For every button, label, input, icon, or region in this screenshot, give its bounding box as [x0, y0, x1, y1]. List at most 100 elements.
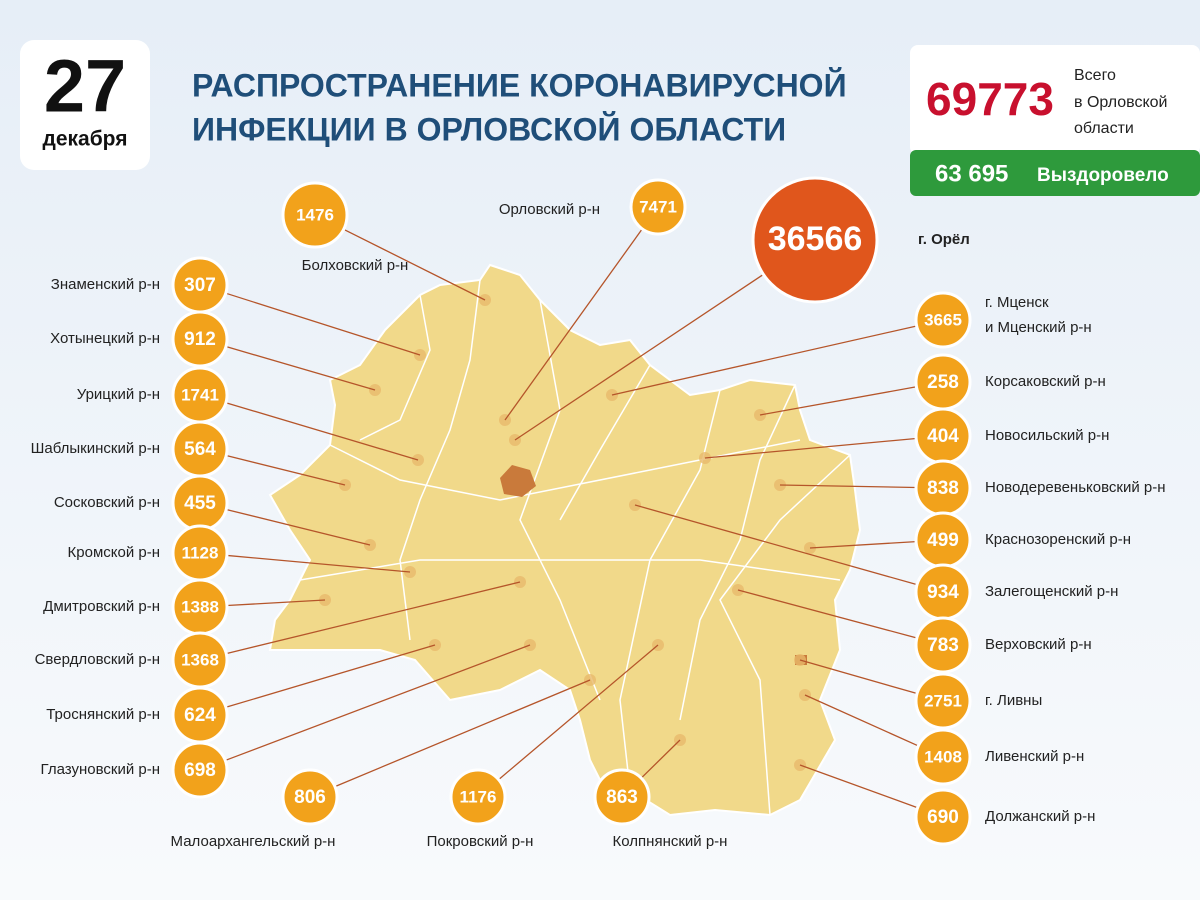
region-value: 2751	[924, 691, 962, 710]
region-value: 1368	[181, 650, 219, 669]
region-label: Залегощенский р-н	[985, 583, 1118, 600]
region-badge	[449, 768, 507, 826]
leader-line	[225, 644, 436, 708]
total-cases: 69773	[926, 73, 1054, 125]
district-borders	[299, 279, 851, 816]
region-label: Знаменский р-н	[51, 276, 160, 293]
leader-line	[226, 581, 521, 655]
leader-line	[226, 599, 326, 607]
leader-line	[226, 508, 371, 546]
region-label: г. Ливны	[985, 692, 1042, 709]
region-value: 1476	[296, 205, 334, 224]
region-label: Орловский р-н	[499, 201, 600, 218]
region-label: Должанский р-н	[985, 808, 1095, 825]
region-value: 36566	[768, 220, 863, 258]
leader-line	[704, 437, 917, 459]
region-badge	[171, 310, 229, 368]
region-label: Новодеревеньковский р-н	[985, 479, 1166, 496]
region-badge	[171, 741, 229, 799]
region-badge	[281, 768, 339, 826]
region-badge	[751, 176, 879, 304]
region-badge	[914, 728, 972, 786]
leader-line	[640, 739, 681, 779]
date-day: 27	[44, 45, 126, 128]
region-value: 934	[927, 582, 959, 603]
region-label: Урицкий р-н	[77, 386, 160, 403]
region-value: 307	[184, 275, 216, 296]
total-label: Всего	[1074, 67, 1116, 84]
leader-line	[799, 659, 918, 695]
region-value: 624	[184, 705, 216, 726]
leader-line	[804, 694, 919, 747]
region-value: 455	[184, 493, 216, 514]
leader-line	[504, 228, 643, 421]
region-label: Троснянский р-н	[46, 706, 160, 723]
leader-line	[498, 644, 659, 781]
region-value: 690	[927, 807, 959, 828]
title: РАСПРОСТРАНЕНИЕ КОРОНАВИРУСНОЙ	[192, 67, 847, 103]
leader-line	[226, 454, 346, 486]
leader-line	[809, 540, 917, 549]
region-value: 1408	[924, 747, 962, 766]
leader-line	[514, 273, 764, 441]
region-label: г. Орёл	[918, 231, 970, 248]
region-label: Глазуновский р-н	[41, 761, 160, 778]
leader-line	[759, 386, 917, 416]
region-value: 499	[927, 530, 959, 551]
totals-box	[910, 45, 1200, 155]
region-value: 1176	[460, 787, 497, 806]
region-value: 404	[927, 426, 959, 447]
leader-line	[611, 325, 917, 396]
leader-line	[225, 644, 531, 762]
region-label: Верховский р-н	[985, 636, 1092, 653]
leader-line	[226, 554, 411, 573]
recovered-box	[910, 150, 1200, 196]
region-badge	[914, 672, 972, 730]
region-badge	[593, 768, 651, 826]
region-badge	[914, 616, 972, 674]
region-value: 564	[184, 439, 216, 460]
region-label: Дмитровский р-н	[43, 598, 160, 615]
region-badge	[629, 178, 687, 236]
total-label: в Орловской	[1074, 94, 1168, 111]
region-label: Свердловский р-н	[35, 651, 160, 668]
region-value: 3665	[924, 310, 962, 329]
region-value: 783	[927, 635, 959, 656]
recovered-count: 63 695	[935, 160, 1008, 187]
region-label: Хотынецкий р-н	[50, 330, 160, 347]
region-label: г. Мценск	[985, 294, 1049, 311]
region-value: 698	[184, 760, 216, 781]
region-value: 7471	[639, 197, 677, 216]
region-value: 863	[606, 787, 638, 808]
region-label: Малоархангельский р-н	[171, 833, 336, 850]
region-badge	[281, 181, 349, 249]
region-value: 838	[927, 478, 959, 499]
total-label: области	[1074, 120, 1134, 137]
region-label: Новосильский р-н	[985, 427, 1109, 444]
region-value: 1388	[181, 597, 219, 616]
region-label: Кромской р-н	[68, 544, 160, 561]
leader-line	[634, 504, 918, 586]
title: ИНФЕКЦИИ В ОРЛОВСКОЙ ОБЛАСТИ	[192, 111, 786, 147]
leader-line	[225, 292, 421, 356]
region-map	[268, 263, 862, 817]
region-badge	[914, 291, 972, 349]
recovered-label: Выздоровело	[1037, 165, 1169, 186]
region-label: Краснозоренский р-н	[985, 531, 1131, 548]
region-label: Шаблыкинский р-н	[31, 440, 160, 457]
region-label: Болховский р-н	[302, 257, 409, 274]
region-label: Покровский р-н	[427, 833, 534, 850]
region-label: Сосковский р-н	[54, 494, 160, 511]
leader-line	[225, 345, 376, 391]
region-value: 1741	[181, 385, 219, 404]
region-value: 258	[927, 372, 959, 393]
region-label: Корсаковский р-н	[985, 373, 1106, 390]
city-orel	[500, 465, 536, 497]
leader-line	[225, 402, 419, 461]
leader-line	[737, 589, 918, 639]
date-month: декабря	[43, 128, 128, 151]
region-value: 1128	[182, 543, 219, 562]
leader-line	[343, 228, 486, 301]
region-value: 806	[294, 787, 326, 808]
